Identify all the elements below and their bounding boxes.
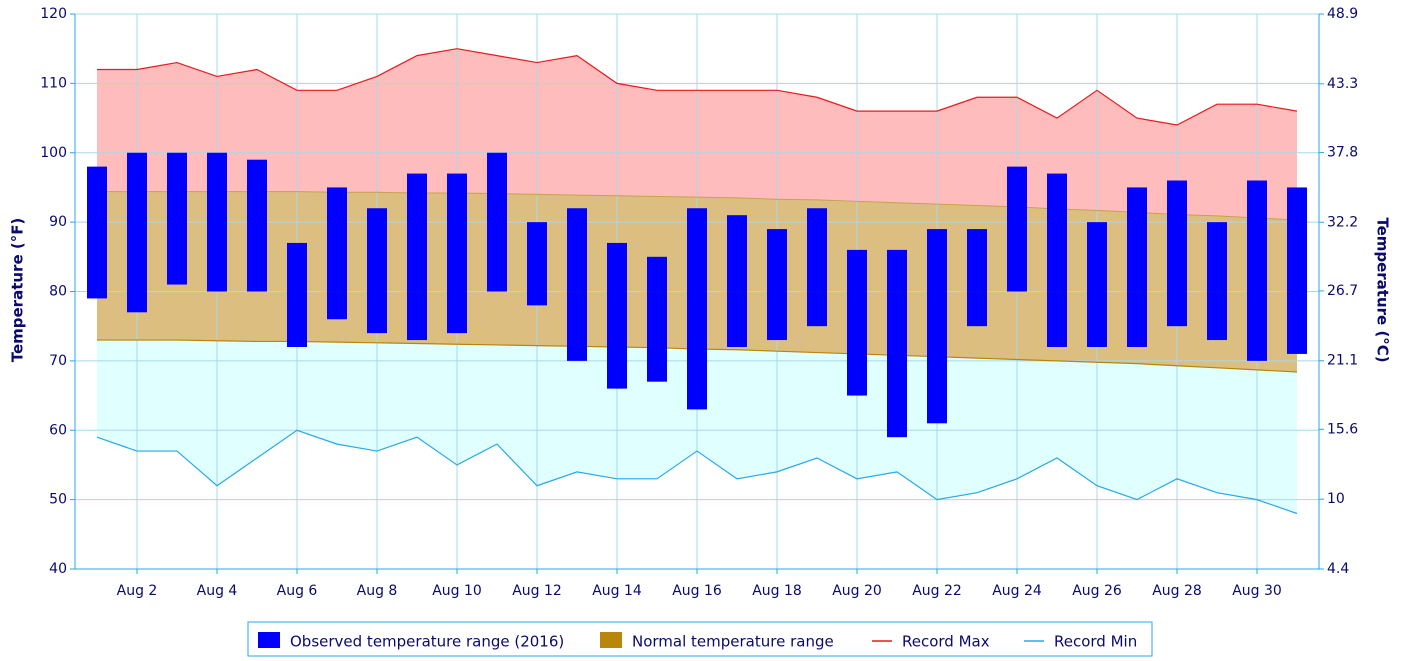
observed-bar bbox=[527, 222, 547, 306]
y-tick-label: 40 bbox=[49, 561, 67, 577]
observed-bar bbox=[767, 229, 787, 341]
y2-tick-label: 15.6 bbox=[1327, 421, 1358, 437]
y2-tick-label: 32.2 bbox=[1327, 214, 1358, 230]
x-tick-label: Aug 22 bbox=[912, 583, 962, 599]
y-tick-label: 80 bbox=[49, 284, 67, 300]
observed-bar bbox=[807, 208, 827, 327]
observed-bar bbox=[567, 208, 587, 361]
y-tick-label: 50 bbox=[49, 492, 67, 508]
observed-bar bbox=[687, 208, 707, 410]
x-tick-label: Aug 20 bbox=[832, 583, 882, 599]
y2-tick-label: 4.4 bbox=[1327, 561, 1349, 577]
observed-bar bbox=[927, 229, 947, 424]
x-tick-label: Aug 10 bbox=[432, 583, 482, 599]
observed-bar bbox=[1287, 187, 1307, 354]
observed-bar bbox=[607, 242, 627, 389]
observed-bar bbox=[287, 242, 307, 347]
x-tick-label: Aug 4 bbox=[197, 583, 238, 599]
observed-bar bbox=[87, 166, 107, 299]
normal-high-line bbox=[97, 191, 1298, 221]
observed-bar bbox=[367, 208, 387, 334]
y-axis-title: Temperature (°F) bbox=[9, 218, 27, 363]
observed-bar bbox=[1247, 180, 1267, 361]
y-tick-label: 90 bbox=[49, 214, 67, 230]
observed-bar bbox=[327, 187, 347, 320]
legend-box bbox=[247, 621, 1153, 657]
y-tick-label: 70 bbox=[49, 353, 67, 369]
x-tick-label: Aug 18 bbox=[752, 583, 802, 599]
observed-bar bbox=[207, 152, 227, 292]
y2-tick-label: 10 bbox=[1327, 491, 1345, 507]
observed-bar bbox=[487, 152, 507, 292]
record-min-line bbox=[96, 429, 1298, 515]
observed-bar bbox=[447, 173, 467, 334]
observed-bar bbox=[1087, 222, 1107, 347]
x-tick-label: Aug 24 bbox=[992, 583, 1042, 599]
x-tick-label: Aug 2 bbox=[117, 583, 158, 599]
y2-tick-label: 48.9 bbox=[1327, 6, 1358, 22]
x-tick-label: Aug 6 bbox=[277, 583, 318, 599]
legend-label: Record Min bbox=[1054, 633, 1137, 651]
observed-bar bbox=[247, 159, 267, 292]
y-tick-label: 120 bbox=[40, 6, 67, 22]
observed-bar bbox=[727, 215, 747, 347]
observed-bar bbox=[647, 256, 667, 382]
legend-swatch bbox=[258, 632, 280, 648]
y-tick-label: 100 bbox=[40, 145, 67, 161]
observed-bar bbox=[1207, 222, 1227, 341]
observed-bar bbox=[847, 249, 867, 396]
observed-bar bbox=[967, 229, 987, 327]
y2-tick-label: 43.3 bbox=[1327, 76, 1358, 92]
observed-bar bbox=[1047, 173, 1067, 347]
legend-swatch bbox=[600, 632, 622, 648]
y-tick-label: 60 bbox=[49, 422, 67, 438]
observed-bar bbox=[127, 152, 147, 313]
x-tick-label: Aug 30 bbox=[1232, 583, 1282, 599]
observed-bar bbox=[407, 173, 427, 341]
record-max-line bbox=[97, 48, 1298, 126]
observed-bar bbox=[1007, 166, 1027, 292]
x-tick-label: Aug 8 bbox=[357, 583, 398, 599]
y2-tick-label: 37.8 bbox=[1327, 144, 1358, 160]
observed-bar bbox=[887, 249, 907, 438]
legend-label: Normal temperature range bbox=[632, 633, 834, 651]
observed-bar bbox=[1127, 187, 1147, 347]
y2-axis-title: Temperature (°C) bbox=[1374, 217, 1392, 362]
observed-bar bbox=[1167, 180, 1187, 327]
y2-tick-label: 26.7 bbox=[1327, 283, 1358, 299]
x-tick-label: Aug 14 bbox=[592, 583, 642, 599]
x-tick-label: Aug 12 bbox=[512, 583, 562, 599]
y-tick-label: 110 bbox=[40, 75, 67, 91]
y2-tick-label: 21.1 bbox=[1327, 353, 1358, 369]
x-tick-label: Aug 28 bbox=[1152, 583, 1202, 599]
legend-label: Observed temperature range (2016) bbox=[290, 633, 564, 651]
observed-bar bbox=[167, 152, 187, 285]
x-tick-label: Aug 26 bbox=[1072, 583, 1122, 599]
legend-label: Record Max bbox=[902, 633, 990, 651]
x-tick-label: Aug 16 bbox=[672, 583, 722, 599]
